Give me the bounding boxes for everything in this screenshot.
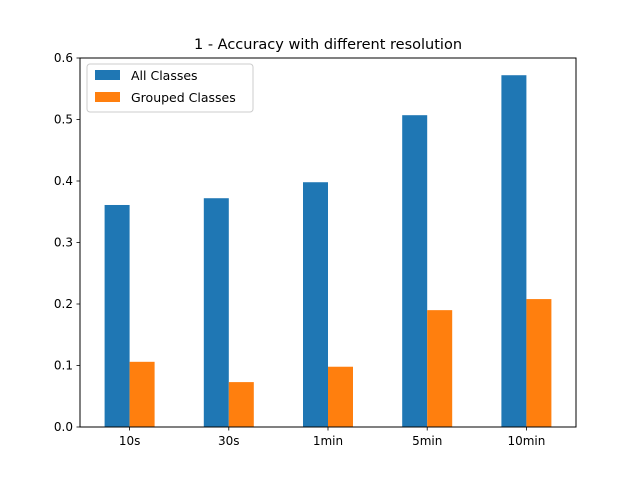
bar-grouped-classes-1min — [328, 366, 353, 427]
x-tick-label-10s: 10s — [119, 434, 141, 448]
legend-label-grouped-classes: Grouped Classes — [131, 90, 236, 105]
plot-frame — [79, 57, 577, 428]
y-tick-label-0-1: 0.1 — [54, 359, 73, 373]
y-axis: 0.0 0.1 0.2 0.3 0.4 0.5 0.6 — [54, 51, 80, 434]
legend-box — [86, 63, 254, 113]
x-axis: 10s 30s 1min 5min 10min — [119, 427, 545, 448]
legend-swatch-all-classes — [95, 70, 120, 80]
bar-all-classes-10s — [104, 204, 130, 427]
bar-grouped-classes-10min — [526, 299, 552, 427]
bar-grouped-classes-30s — [228, 382, 254, 427]
x-tick-label-5min: 5min — [412, 434, 442, 448]
legend-label-all-classes: All Classes — [131, 68, 198, 83]
bars-layer — [104, 75, 552, 427]
y-tick-label-0-4: 0.4 — [54, 174, 73, 188]
bar-all-classes-1min — [303, 182, 328, 427]
y-tick-label-0-5: 0.5 — [54, 113, 73, 127]
bar-grouped-classes-10s — [129, 361, 155, 427]
y-tick-label-0-2: 0.2 — [54, 297, 73, 311]
x-tick-label-30s: 30s — [218, 434, 240, 448]
legend-swatch-grouped-classes — [95, 92, 120, 102]
bar-all-classes-5min — [402, 115, 428, 427]
bar-all-classes-30s — [203, 198, 229, 427]
chart-title: 1 - Accuracy with different resolution — [194, 37, 462, 53]
x-tick-label-1min: 1min — [313, 434, 343, 448]
bar-grouped-classes-5min — [427, 310, 453, 427]
y-tick-label-0-6: 0.6 — [54, 51, 73, 65]
legend: All Classes Grouped Classes — [86, 63, 254, 113]
y-tick-label-0-3: 0.3 — [54, 236, 73, 250]
x-tick-label-10min: 10min — [507, 434, 545, 448]
bar-all-classes-10min — [501, 75, 527, 427]
y-tick-label-0-0: 0.0 — [54, 420, 73, 434]
